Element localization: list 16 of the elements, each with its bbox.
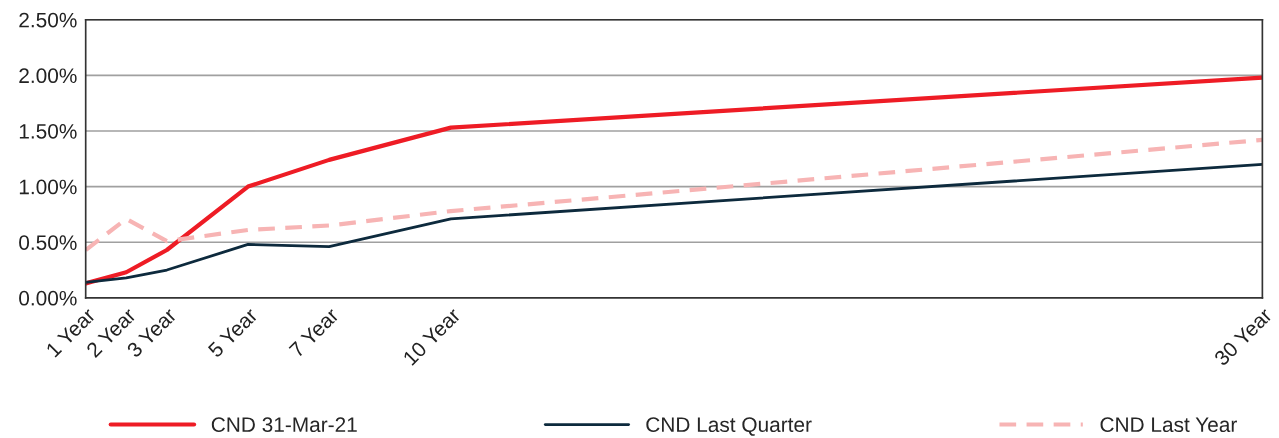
x-tick-label: 7 Year: [288, 306, 340, 359]
x-tick-label: 10 Year: [402, 306, 462, 366]
y-tick-label: 2.00%: [19, 68, 77, 84]
line-series: [85, 75, 1263, 286]
y-tick-label: 0.50%: [19, 235, 77, 250]
legend-label: CND Last Quarter: [646, 417, 812, 436]
y-tick-label: 2.50%: [19, 12, 77, 28]
legend-label: CND 31-Mar-21: [211, 417, 357, 433]
x-tick-label: 5 Year: [207, 306, 259, 359]
x-tick-label: 30 Year: [1213, 306, 1273, 367]
y-tick-label: 1.00%: [19, 179, 77, 195]
y-tick-label: 0.00%: [19, 290, 77, 306]
line-series: [85, 137, 1263, 253]
legend-label: CND Last Year: [1100, 417, 1237, 433]
line-series: [85, 162, 1263, 284]
y-tick-label: 1.50%: [19, 123, 77, 139]
